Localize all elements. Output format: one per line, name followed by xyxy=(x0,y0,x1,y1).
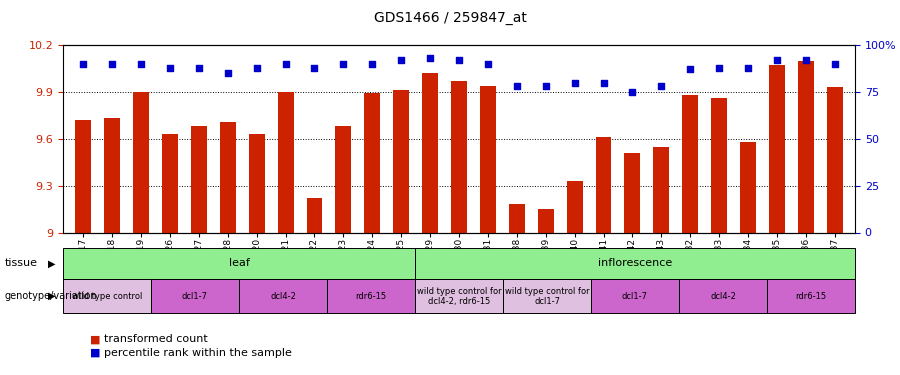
FancyBboxPatch shape xyxy=(415,248,855,279)
Bar xyxy=(596,137,611,232)
Bar xyxy=(133,92,149,232)
Bar xyxy=(798,61,814,232)
Point xyxy=(423,55,437,61)
Point xyxy=(278,61,293,67)
Text: ■: ■ xyxy=(90,348,101,357)
Point xyxy=(798,57,813,63)
Bar xyxy=(104,118,120,232)
Text: inflorescence: inflorescence xyxy=(598,258,672,268)
Bar xyxy=(422,73,438,232)
Text: ■: ■ xyxy=(90,334,101,344)
Point xyxy=(741,64,755,70)
Point xyxy=(509,83,524,89)
Point xyxy=(452,57,466,63)
Point xyxy=(538,83,553,89)
Bar xyxy=(220,122,236,232)
Point xyxy=(163,64,177,70)
Text: dcl4-2: dcl4-2 xyxy=(710,292,736,301)
Bar xyxy=(682,95,698,232)
Bar xyxy=(711,98,727,232)
Bar xyxy=(307,198,322,232)
Bar xyxy=(769,65,785,232)
Bar xyxy=(653,147,670,232)
Bar xyxy=(248,134,265,232)
Text: wild type control: wild type control xyxy=(72,292,142,301)
Text: rdr6-15: rdr6-15 xyxy=(796,292,826,301)
Text: wild type control for
dcl1-7: wild type control for dcl1-7 xyxy=(505,286,590,306)
Point xyxy=(712,64,726,70)
Point xyxy=(105,61,120,67)
Text: dcl1-7: dcl1-7 xyxy=(622,292,648,301)
Point xyxy=(654,83,669,89)
Point xyxy=(76,61,90,67)
Text: dcl4-2: dcl4-2 xyxy=(270,292,296,301)
Bar xyxy=(827,87,842,232)
Bar xyxy=(393,90,410,232)
Text: genotype/variation: genotype/variation xyxy=(4,291,97,301)
Bar xyxy=(451,81,467,232)
Text: dcl1-7: dcl1-7 xyxy=(182,292,208,301)
FancyBboxPatch shape xyxy=(679,279,767,313)
Bar xyxy=(336,126,351,232)
Text: percentile rank within the sample: percentile rank within the sample xyxy=(104,348,292,357)
Text: tissue: tissue xyxy=(4,258,38,268)
FancyBboxPatch shape xyxy=(591,279,679,313)
Point xyxy=(192,64,206,70)
Text: rdr6-15: rdr6-15 xyxy=(356,292,387,301)
Text: ▶: ▶ xyxy=(49,258,56,268)
Point xyxy=(134,61,148,67)
Bar xyxy=(740,142,756,232)
Point xyxy=(770,57,784,63)
Point xyxy=(220,70,235,76)
Point xyxy=(337,61,351,67)
FancyBboxPatch shape xyxy=(63,279,151,313)
FancyBboxPatch shape xyxy=(327,279,415,313)
Bar xyxy=(508,204,525,232)
Bar xyxy=(191,126,207,232)
FancyBboxPatch shape xyxy=(239,279,327,313)
FancyBboxPatch shape xyxy=(415,279,503,313)
FancyBboxPatch shape xyxy=(503,279,591,313)
Text: ▶: ▶ xyxy=(49,291,56,301)
Text: transformed count: transformed count xyxy=(104,334,207,344)
Point xyxy=(567,80,581,86)
FancyBboxPatch shape xyxy=(63,248,415,279)
FancyBboxPatch shape xyxy=(151,279,239,313)
Point xyxy=(394,57,409,63)
Bar xyxy=(567,181,582,232)
Point xyxy=(683,66,698,72)
Text: leaf: leaf xyxy=(229,258,249,268)
Point xyxy=(828,61,842,67)
Point xyxy=(307,64,321,70)
Point xyxy=(249,64,264,70)
Point xyxy=(365,61,380,67)
Text: wild type control for
dcl4-2, rdr6-15: wild type control for dcl4-2, rdr6-15 xyxy=(417,286,501,306)
FancyBboxPatch shape xyxy=(767,279,855,313)
Bar xyxy=(364,93,380,232)
Point xyxy=(626,89,640,95)
Bar xyxy=(162,134,178,232)
Bar xyxy=(76,120,91,232)
Bar xyxy=(277,92,293,232)
Text: GDS1466 / 259847_at: GDS1466 / 259847_at xyxy=(374,11,526,25)
Point xyxy=(597,80,611,86)
Bar xyxy=(538,209,554,232)
Point xyxy=(481,61,495,67)
Bar xyxy=(480,86,496,232)
Bar xyxy=(625,153,641,232)
